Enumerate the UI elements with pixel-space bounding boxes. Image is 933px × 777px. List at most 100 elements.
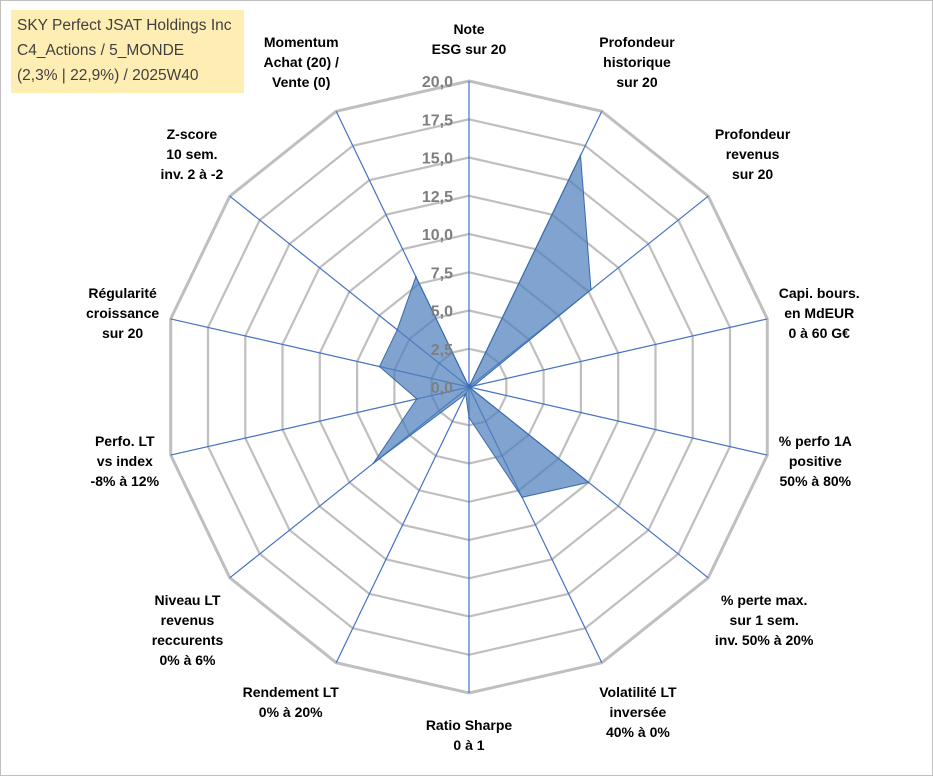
axis-label: Niveau LT revenus reccurents 0% à 6% [152,592,224,668]
axis-label-line: 40% à 0% [606,724,670,740]
axis-label-line: Z-score [167,126,218,142]
axis-label-line: Note [453,21,484,37]
axis-label-line: -8% à 12% [91,473,160,489]
axis-spoke [468,318,768,388]
axis-label: Perfo. LT vs index -8% à 12% [91,433,160,489]
axis-label-text: Capi. bours. en MdEUR 0 à 60 G€ [779,285,860,341]
radial-tick-labels: 0,0 2,5 5,0 7,5 10,0 12,5 15,0 17,5 20,0 [422,74,453,397]
axis-label-text: Volatilité LT inversée 40% à 0% [599,684,677,740]
title-line-3: (2,3% | 22,9%) / 2025W40 [17,67,199,84]
axis-label-line: % perfo 1A [779,433,852,449]
axis-label-line: Perfo. LT [95,433,155,449]
data-point [587,481,590,484]
axis-label-line: inv. 2 à -2 [161,166,224,182]
axis-label-line: historique [603,54,671,70]
axis-label: Volatilité LT inversée 40% à 0% [599,684,677,740]
axis-label-text: Rendement LT 0% à 20% [243,684,340,720]
axis-label-line: 50% à 80% [779,473,851,489]
data-point [416,398,418,400]
title-line-1: SKY Perfect JSAT Holdings Inc [17,17,232,34]
axis-label-text: Ratio Sharpe 0 à 1 [426,717,513,753]
tick-label: 5,0 [431,304,453,321]
axis-label-text: % perfo 1A positive 50% à 80% [779,433,852,489]
axis-label-line: Niveau LT [155,592,221,608]
axis-label: Régularité croissance sur 20 [86,285,159,341]
tick-label: 17,5 [422,112,453,129]
axis-label-line: % perte max. [721,592,807,608]
axis-spoke [468,386,768,456]
axis-spoke [335,386,470,663]
axis-label-text: Perfo. LT vs index -8% à 12% [91,433,160,489]
axis-label-line: inversée [609,704,666,720]
axis-label-line: Achat (20) / [263,54,339,70]
data-point [396,329,399,331]
axis-label: Ratio Sharpe 0 à 1 [426,717,513,753]
tick-label: 10,0 [422,227,453,244]
axis-label-text: Niveau LT revenus reccurents 0% à 6% [152,592,224,668]
title-line-2: C4_Actions / 5_MONDE [17,42,185,59]
data-point [468,386,470,388]
axis-label-line: Rendement LT [243,684,340,700]
axis-label-line: sur 20 [616,74,657,90]
axis-label-text: Profondeur revenus sur 20 [715,126,791,182]
data-point [521,496,523,499]
axis-label-line: sur 1 sem. [730,612,799,628]
axis-label-line: croissance [86,305,159,321]
title-box: SKY Perfect JSAT Holdings Inc C4_Actions… [11,10,244,93]
axis-labels: Note ESG sur 20 Profondeur historique sur 20… [86,21,860,753]
tick-label: 20,0 [422,74,453,91]
axis-label: Profondeur historique sur 20 [599,34,675,90]
axis-label: Profondeur revenus sur 20 [715,126,791,182]
axis-label-line: 10 sem. [166,146,217,162]
axis-label-line: ESG sur 20 [432,41,507,57]
axis-label-line: Capi. bours. [779,285,860,301]
axis-label-text: Régularité croissance sur 20 [86,285,159,341]
axis-label-line: Momentum [264,34,339,50]
tick-label: 7,5 [431,265,453,282]
axis-label-line: reccurents [152,632,224,648]
axis-label: Capi. bours. en MdEUR 0 à 60 G€ [779,285,860,341]
axis-label-line: revenus [726,146,780,162]
axis-label-text: Profondeur historique sur 20 [599,34,675,90]
axis-label: % perte max. sur 1 sem. inv. 50% à 20% [715,592,814,648]
data-point [590,288,592,291]
tick-label: 0,0 [431,380,453,397]
axis-label-line: 0% à 6% [159,652,216,668]
data-point [415,275,417,278]
axis-label-line: sur 20 [102,325,143,341]
tick-label: 12,5 [422,189,453,206]
axis-label-line: Profondeur [715,126,791,142]
axis-label-line: Régularité [88,285,157,301]
axis-label-line: inv. 50% à 20% [715,632,814,648]
axis-label-line: positive [789,453,842,469]
axis-label-text: % perte max. sur 1 sem. inv. 50% à 20% [715,592,814,648]
data-point [372,462,375,465]
axis-label-line: 0 à 60 G€ [788,325,850,341]
data-point [378,365,381,368]
axis-label: Rendement LT 0% à 20% [243,684,340,720]
axis-label-line: Volatilité LT [599,684,677,700]
axis-label-line: vs index [97,453,153,469]
axis-label: % perfo 1A positive 50% à 80% [779,433,852,489]
data-point [472,385,475,387]
axis-label-line: Profondeur [599,34,675,50]
tick-label: 15,0 [422,151,453,168]
axis-label: Momentum Achat (20) / Vente (0) [263,34,339,90]
axis-label-line: sur 20 [732,166,773,182]
axis-label-text: Z-score 10 sem. inv. 2 à -2 [161,126,224,182]
axis-label-line: revenus [161,612,215,628]
data-point [468,416,470,419]
axis-label-line: Vente (0) [272,74,330,90]
axis-label-line: 0% à 20% [259,704,323,720]
axis-label-text: Note ESG sur 20 [432,21,507,57]
axis-label-text: Momentum Achat (20) / Vente (0) [263,34,339,90]
axis-label: Z-score 10 sem. inv. 2 à -2 [161,126,224,182]
data-point [579,154,582,157]
axis-label-line: 0 à 1 [453,737,484,753]
radar-series [372,153,592,499]
axis-label: Note ESG sur 20 [432,21,507,57]
tick-label: 2,5 [431,342,453,359]
axis-label-line: Ratio Sharpe [426,717,513,733]
